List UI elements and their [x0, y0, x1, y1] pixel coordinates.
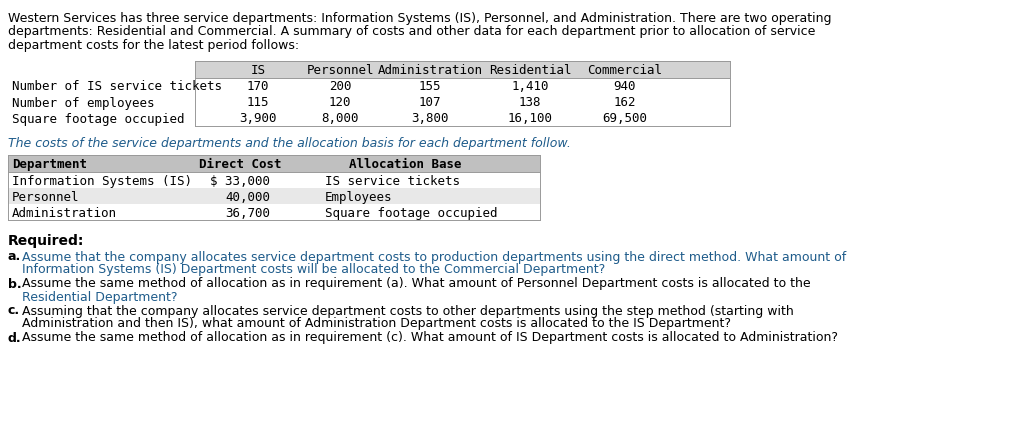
Text: department costs for the latest period follows:: department costs for the latest period f…: [8, 39, 299, 52]
Text: Assume that the company allocates service department costs to production departm: Assume that the company allocates servic…: [22, 250, 846, 263]
Text: $ 33,000: $ 33,000: [210, 175, 270, 188]
Text: 200: 200: [328, 80, 351, 93]
Text: Required:: Required:: [8, 234, 84, 248]
Text: Residential Department?: Residential Department?: [22, 291, 178, 304]
Text: 162: 162: [613, 97, 637, 110]
Text: Assume the same method of allocation as in requirement (a). What amount of Perso: Assume the same method of allocation as …: [22, 278, 811, 291]
Text: b.: b.: [8, 278, 21, 291]
Text: Number of employees: Number of employees: [12, 97, 155, 110]
Text: Square footage occupied: Square footage occupied: [325, 207, 497, 220]
Text: 1,410: 1,410: [512, 80, 549, 93]
Text: 8,000: 8,000: [321, 113, 359, 126]
Text: Personnel: Personnel: [12, 191, 79, 204]
Text: 40,000: 40,000: [225, 191, 270, 204]
Text: departments: Residential and Commercial. A summary of costs and other data for e: departments: Residential and Commercial.…: [8, 25, 816, 38]
Text: Personnel: Personnel: [306, 63, 374, 76]
Text: Residential: Residential: [489, 63, 572, 76]
Text: a.: a.: [8, 250, 21, 263]
Text: Employees: Employees: [325, 191, 393, 204]
Text: Administration and then IS), what amount of Administration Department costs is a: Administration and then IS), what amount…: [22, 317, 731, 330]
Text: 940: 940: [613, 80, 637, 93]
Text: d.: d.: [8, 332, 21, 345]
Bar: [8, 172, 540, 188]
Text: Direct Cost: Direct Cost: [198, 158, 282, 171]
Text: Commercial: Commercial: [588, 63, 662, 76]
Bar: [8, 155, 540, 172]
Text: Allocation Base: Allocation Base: [349, 158, 462, 171]
Bar: [8, 204, 540, 220]
Text: 155: 155: [419, 80, 441, 93]
Text: 107: 107: [419, 97, 441, 110]
Text: Assume the same method of allocation as in requirement (c). What amount of IS De: Assume the same method of allocation as …: [22, 332, 838, 345]
Text: Number of IS service tickets: Number of IS service tickets: [12, 80, 222, 93]
Text: 138: 138: [519, 97, 541, 110]
Text: IS: IS: [250, 63, 265, 76]
Text: 3,800: 3,800: [411, 113, 448, 126]
Text: Assuming that the company allocates service department costs to other department: Assuming that the company allocates serv…: [22, 304, 793, 317]
Text: Administration: Administration: [377, 63, 482, 76]
Text: 120: 120: [328, 97, 351, 110]
Bar: [195, 60, 730, 77]
Text: 170: 170: [247, 80, 270, 93]
Text: 36,700: 36,700: [225, 207, 270, 220]
Text: 16,100: 16,100: [507, 113, 552, 126]
Bar: [8, 188, 540, 204]
Text: 3,900: 3,900: [239, 113, 277, 126]
Text: The costs of the service departments and the allocation basis for each departmen: The costs of the service departments and…: [8, 138, 571, 151]
Text: Administration: Administration: [12, 207, 117, 220]
Text: 115: 115: [247, 97, 270, 110]
Text: IS service tickets: IS service tickets: [325, 175, 460, 188]
Text: Square footage occupied: Square footage occupied: [12, 113, 184, 126]
Text: Information Systems (IS): Information Systems (IS): [12, 175, 192, 188]
Text: c.: c.: [8, 304, 20, 317]
Text: 69,500: 69,500: [602, 113, 648, 126]
Text: Information Systems (IS) Department costs will be allocated to the Commercial De: Information Systems (IS) Department cost…: [22, 263, 605, 277]
Text: Department: Department: [12, 158, 87, 171]
Text: Western Services has three service departments: Information Systems (IS), Person: Western Services has three service depar…: [8, 12, 832, 25]
